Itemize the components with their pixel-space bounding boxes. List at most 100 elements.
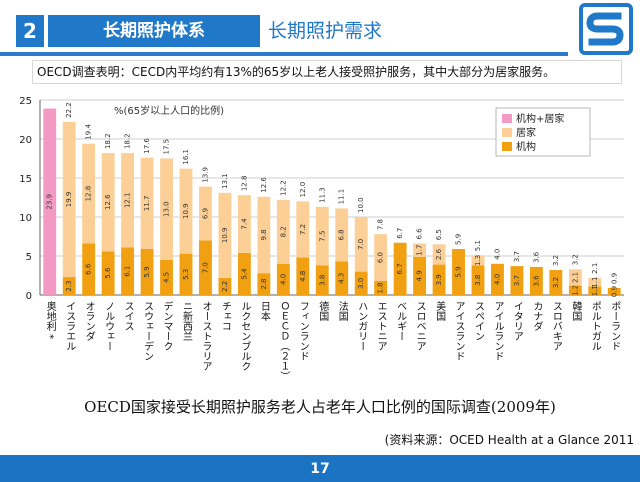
bar-segment: [354, 271, 368, 295]
bar-segment: [237, 195, 251, 253]
data-label: 12.8: [85, 186, 93, 202]
data-label: 2.2: [221, 281, 229, 292]
y-tick-label: 25: [19, 96, 32, 107]
category-label: スイス: [122, 301, 134, 331]
bar-segment: [471, 265, 485, 295]
data-label: 7.0: [201, 262, 209, 273]
legend-swatch: [502, 128, 512, 137]
y-tick-label: 10: [19, 213, 32, 224]
data-label: 12.1: [124, 192, 132, 208]
data-label: 13.0: [163, 201, 171, 217]
total-label: 11.3: [318, 187, 326, 203]
total-label: 12.6: [260, 177, 268, 193]
data-label: 1.1: [591, 277, 599, 288]
category-label: 法国: [336, 300, 348, 322]
data-label: 7.5: [318, 231, 326, 242]
total-label: 6.7: [396, 228, 404, 239]
bar-segment: [101, 251, 115, 295]
bar-segment: [471, 255, 485, 266]
bar-segment: [82, 143, 96, 244]
data-label: 3.8: [474, 275, 482, 286]
category-label: 奥地利 *: [44, 300, 56, 339]
legend-label: 机构: [516, 140, 536, 153]
bar-segment: [568, 269, 582, 286]
total-label: 6.5: [435, 229, 443, 240]
bar-segment: [315, 265, 329, 295]
total-label: 7.8: [377, 219, 385, 230]
y-tick-label: 5: [26, 252, 32, 263]
data-label: 1.8: [377, 282, 385, 293]
total-label: 19.4: [85, 124, 93, 140]
bar-segment: [199, 240, 212, 295]
data-label: 7.2: [299, 224, 307, 235]
total-label: 12.0: [299, 182, 307, 198]
bar-segment: [121, 153, 135, 248]
bar-segment: [335, 261, 349, 295]
category-label: 日本: [258, 301, 270, 322]
bar-segment: [218, 277, 232, 295]
bar-segment: [335, 208, 349, 262]
data-label: 6.9: [201, 208, 209, 219]
data-label: 5.3: [182, 269, 190, 280]
data-label: 12.6: [104, 194, 112, 210]
data-label: 4.9: [416, 270, 424, 281]
category-label: スペイン: [473, 301, 485, 341]
data-label: 1.1: [591, 285, 599, 296]
data-label: 5.9: [455, 266, 463, 277]
total-label: 5.1: [474, 240, 482, 251]
total-label: 5.9: [455, 234, 463, 245]
data-label: 6.0: [377, 252, 385, 263]
bar-segment: [374, 234, 388, 281]
data-label: 6.8: [338, 229, 346, 240]
category-label: ノルウェー: [103, 301, 115, 351]
data-label: 0.9: [610, 286, 618, 297]
data-label: 2.3: [65, 280, 73, 291]
bar-segment: [588, 286, 602, 295]
bar-segment: [276, 199, 290, 264]
category-label: ルクセンブルク: [239, 301, 251, 371]
data-label: 7.4: [240, 218, 248, 230]
bar-segment: [179, 253, 193, 295]
category-label: イタリア: [511, 301, 523, 341]
category-label: 韓国: [570, 301, 582, 322]
stacked-bar-chart: 0 5 10 15 20 25 %(65岁以上人口的比例) 23.9 奥地利 * 2.3 19.9 2…: [19, 96, 624, 381]
bar-segment: [374, 280, 388, 295]
data-label: 6.6: [85, 263, 93, 275]
bar-segment: [121, 247, 135, 295]
data-label: 11.7: [143, 196, 151, 212]
bar-segment: [296, 257, 310, 295]
category-label: ニ新西兰: [181, 301, 193, 341]
data-label: 2.8: [260, 279, 268, 290]
data-label: 7.0: [357, 239, 365, 250]
bar-segment: [529, 266, 543, 295]
category-label: オランダ: [83, 301, 95, 341]
data-label: 10.9: [182, 203, 190, 219]
category-label: カナダ: [531, 301, 543, 331]
data-label: 4.0: [493, 274, 501, 285]
bar-segment: [354, 217, 368, 272]
category-label: 德国: [317, 300, 329, 322]
category-label: ポーランド: [609, 301, 621, 351]
bar-segment: [432, 264, 446, 295]
bar-segment: [140, 248, 154, 295]
bar-segment: [218, 192, 232, 278]
data-label: 4.5: [163, 272, 171, 283]
footer-band: [0, 455, 640, 482]
caption-text: OECD调查表明：CECD内平均约有13%的65岁以上老人接受照护服务，其中大部…: [32, 60, 622, 84]
total-label: 6.6: [416, 228, 424, 240]
data-label: 3.2: [552, 277, 560, 288]
total-label: 2.1: [591, 263, 599, 274]
category-label: デンマーク: [161, 300, 173, 351]
bar-segment: [315, 206, 329, 266]
source-note: (资料来源：OCED Health at a Glance 2011: [384, 433, 634, 447]
total-label: 3.6: [532, 251, 540, 263]
legend-swatch: [502, 114, 512, 123]
data-label: 9.8: [260, 229, 268, 240]
bar-segment: [179, 168, 193, 254]
data-label: 5.4: [240, 268, 248, 280]
category-label: アイスランド: [453, 301, 465, 361]
bar-segment: [510, 266, 524, 295]
total-label: 18.2: [124, 133, 132, 149]
data-label: 1.2: [571, 285, 579, 296]
bar-segment: [257, 273, 271, 295]
